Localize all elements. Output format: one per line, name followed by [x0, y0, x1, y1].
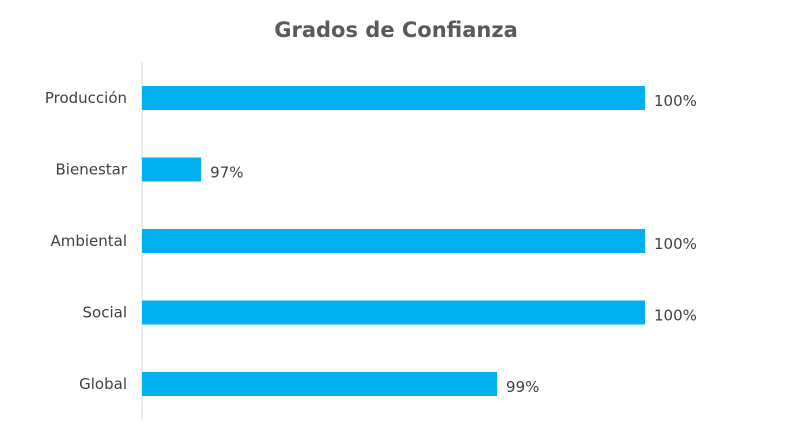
data-label-2: 100%	[654, 235, 697, 253]
bar-3	[142, 300, 645, 325]
chart-title: Grados de Confianza	[274, 18, 518, 42]
data-label-0: 100%	[654, 92, 697, 110]
bar-4	[142, 372, 498, 396]
data-label-3: 100%	[654, 307, 697, 325]
bar-0	[142, 86, 645, 110]
bar-1	[142, 157, 202, 182]
category-label-4: Global	[79, 375, 127, 393]
category-label-2: Ambiental	[50, 232, 127, 250]
category-label-3: Social	[83, 304, 127, 322]
data-label-4: 99%	[506, 378, 539, 396]
data-label-1: 97%	[210, 164, 243, 182]
category-label-0: Producción	[45, 89, 127, 107]
bar-2	[142, 229, 645, 253]
category-label-1: Bienestar	[56, 161, 128, 179]
